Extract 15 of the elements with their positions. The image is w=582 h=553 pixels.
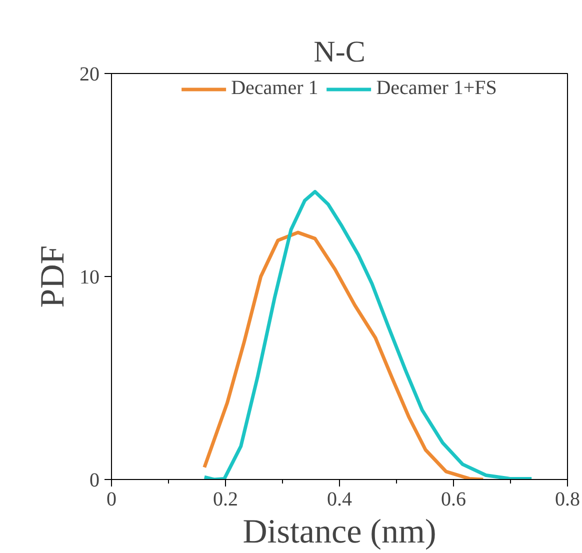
y-tick-label: 20 bbox=[80, 64, 100, 86]
line-series bbox=[202, 190, 534, 480]
x-tick-label: 0.8 bbox=[555, 488, 580, 510]
y-axis-title: PDF bbox=[34, 245, 72, 308]
x-tick-label: 0.6 bbox=[441, 488, 466, 510]
line-series bbox=[202, 230, 485, 480]
chart-title: N-C bbox=[314, 36, 366, 68]
x-axis-title: Distance (nm) bbox=[242, 514, 436, 550]
x-tick-label: 0 bbox=[106, 488, 116, 510]
y-tick-label: 0 bbox=[90, 470, 100, 492]
y-tick-label: 10 bbox=[80, 266, 100, 288]
legend-label: Decamer 1+FS bbox=[376, 77, 497, 100]
legend-label: Decamer 1 bbox=[231, 77, 318, 100]
x-tick-label: 0.2 bbox=[213, 488, 238, 510]
x-tick-label: 0.4 bbox=[327, 488, 352, 510]
